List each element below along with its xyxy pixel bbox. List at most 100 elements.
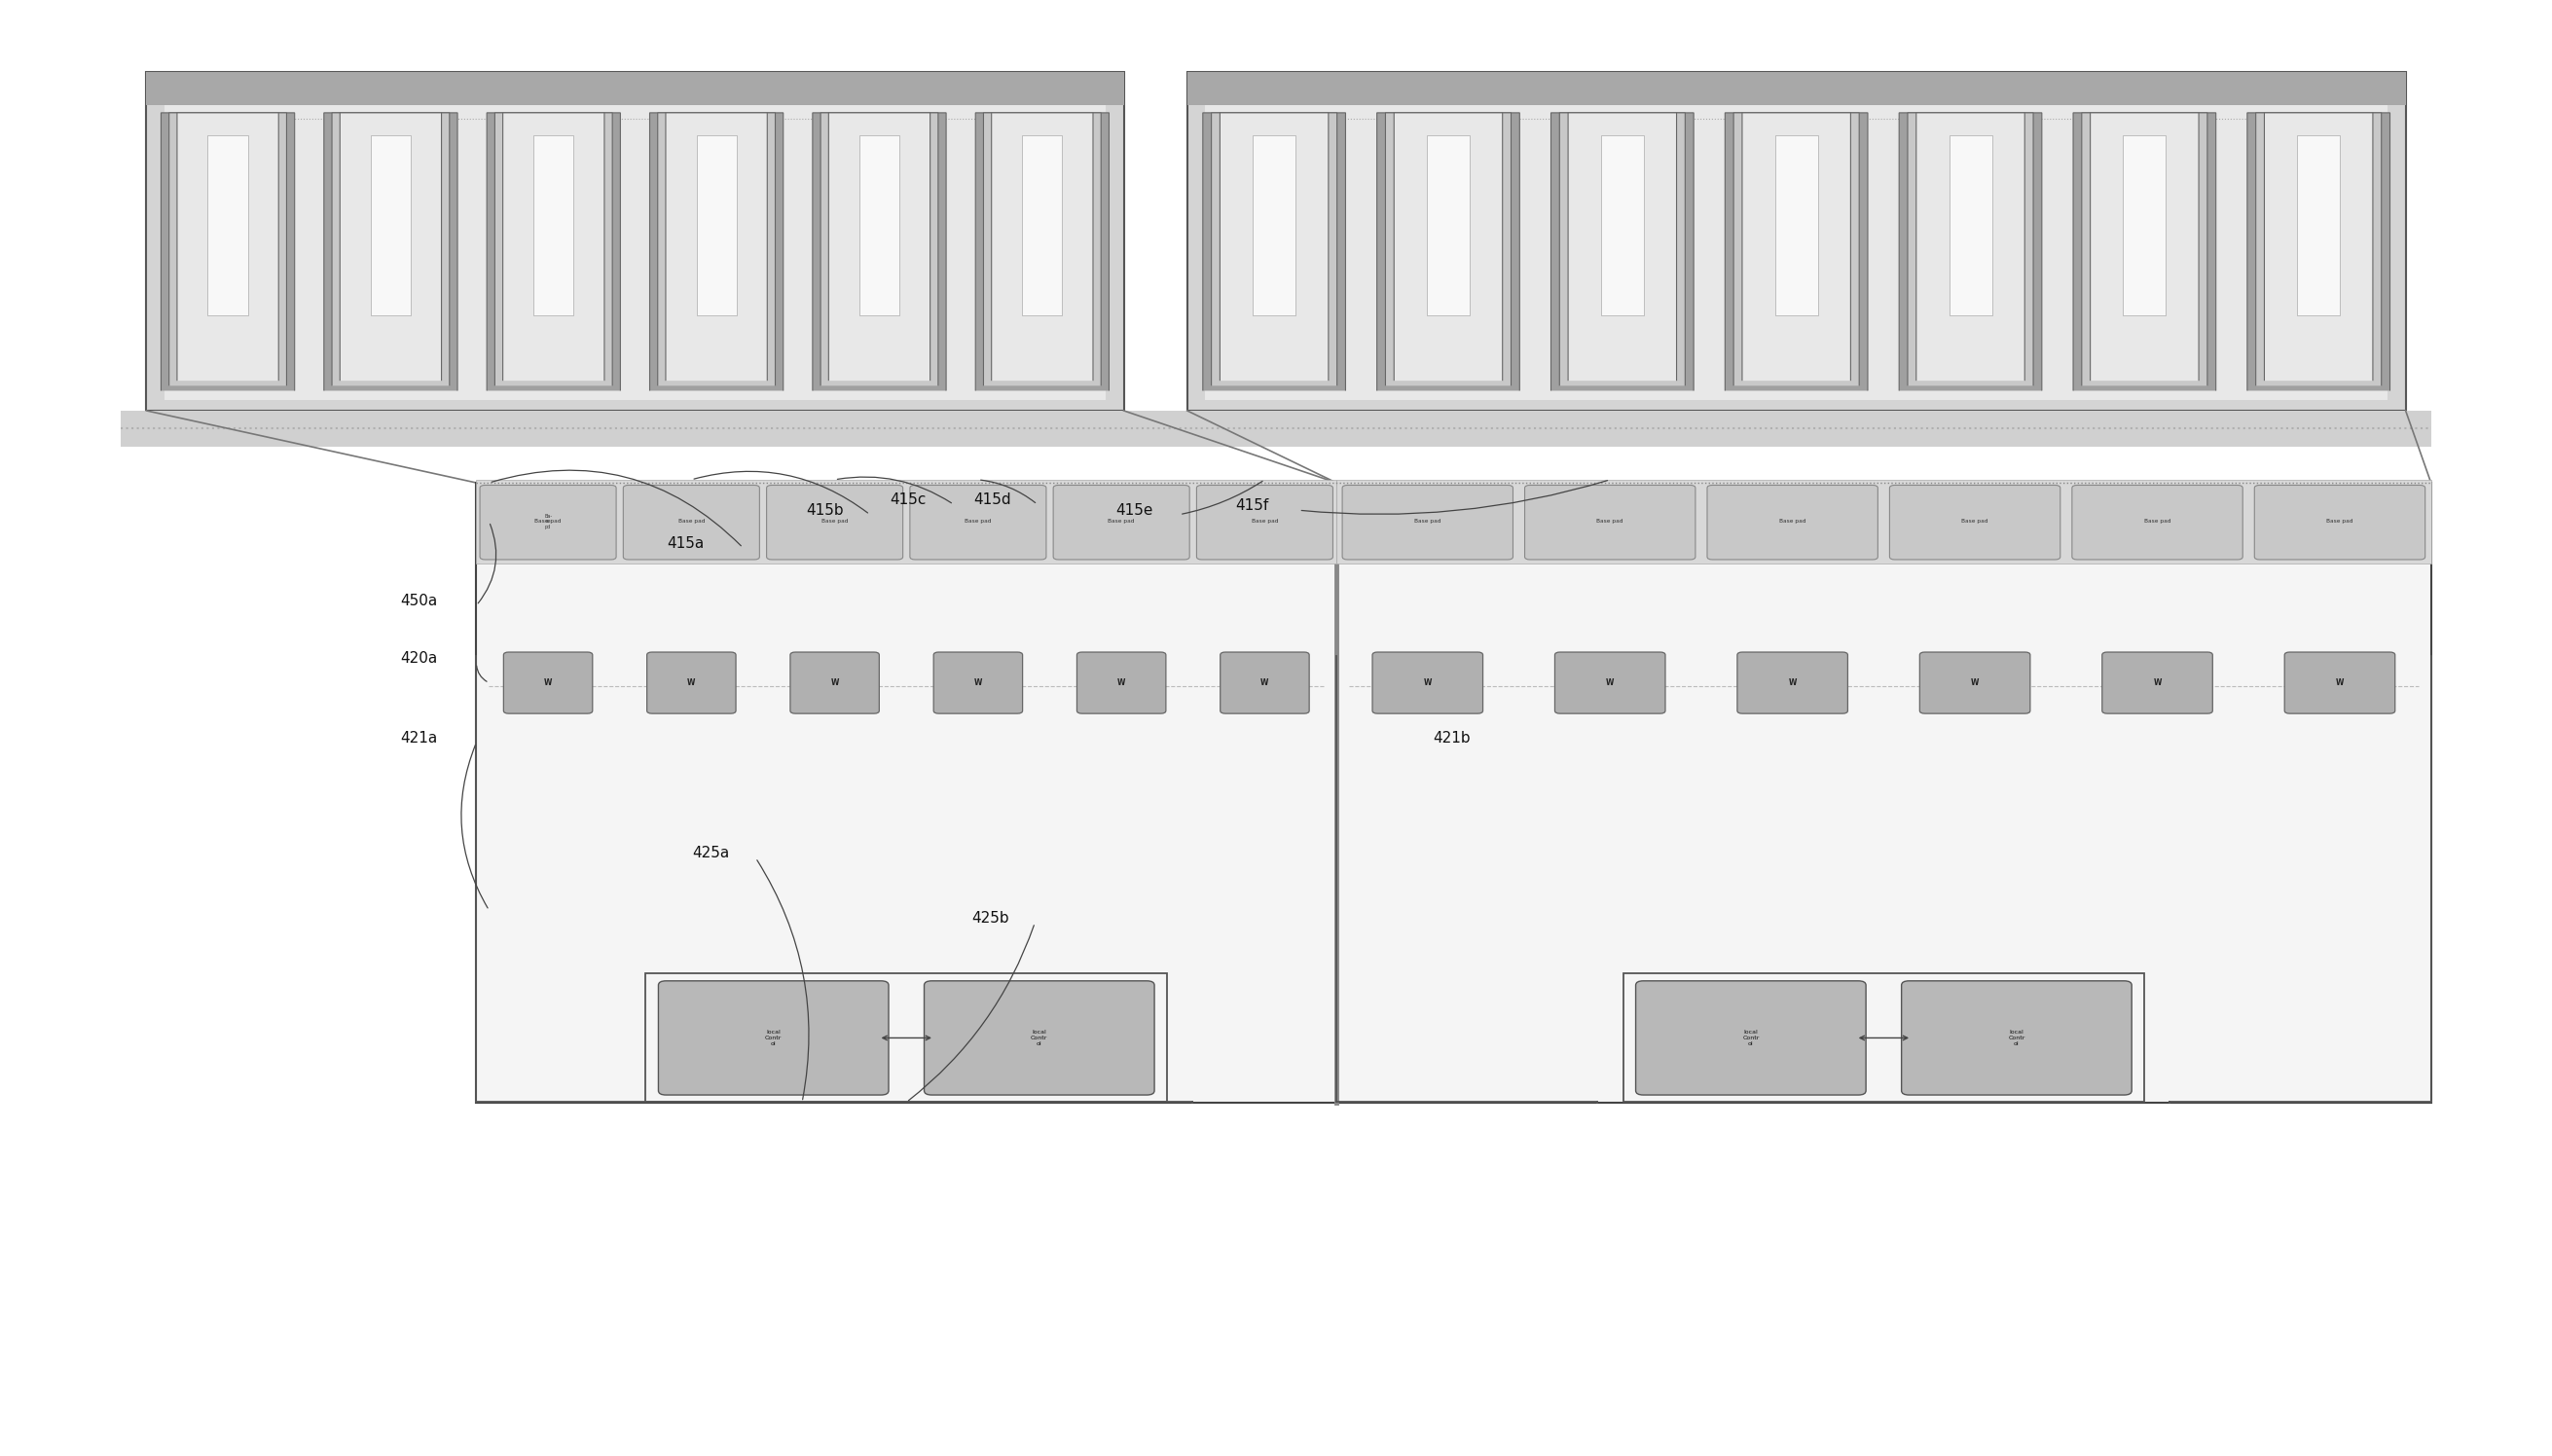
FancyBboxPatch shape [503, 652, 592, 713]
PathPatch shape [1917, 112, 2024, 380]
Bar [370, 135, 411, 316]
PathPatch shape [1552, 112, 1695, 390]
Text: W: W [829, 678, 840, 687]
Text: W: W [1970, 678, 1978, 687]
Text: Base pad: Base pad [1598, 520, 1623, 524]
PathPatch shape [2082, 112, 2207, 386]
PathPatch shape [2256, 112, 2381, 386]
PathPatch shape [176, 112, 278, 380]
PathPatch shape [1378, 112, 1518, 390]
PathPatch shape [1559, 112, 1684, 386]
FancyBboxPatch shape [480, 485, 615, 559]
PathPatch shape [2090, 112, 2200, 380]
Bar [1253, 135, 1296, 316]
FancyBboxPatch shape [2072, 485, 2243, 559]
FancyBboxPatch shape [1738, 652, 1848, 713]
Bar [207, 135, 248, 316]
Text: Base pad: Base pad [1250, 520, 1279, 524]
FancyBboxPatch shape [1077, 652, 1166, 713]
PathPatch shape [666, 112, 768, 380]
FancyBboxPatch shape [1914, 987, 2118, 1088]
Bar [1023, 135, 1062, 316]
Text: Base pad: Base pad [965, 520, 990, 524]
PathPatch shape [1899, 112, 2042, 390]
Text: W: W [975, 678, 983, 687]
FancyBboxPatch shape [2103, 652, 2213, 713]
Text: Base pad: Base pad [1962, 520, 1988, 524]
Text: Base pad: Base pad [1779, 520, 1807, 524]
Text: 415a: 415a [666, 536, 704, 550]
FancyBboxPatch shape [646, 652, 735, 713]
Text: 415e: 415e [1115, 502, 1154, 517]
PathPatch shape [168, 112, 286, 386]
PathPatch shape [503, 112, 605, 380]
PathPatch shape [1393, 112, 1503, 380]
PathPatch shape [822, 112, 939, 386]
Bar [1337, 479, 2432, 563]
Bar [1427, 135, 1470, 316]
FancyBboxPatch shape [934, 652, 1023, 713]
Text: W: W [1261, 678, 1268, 687]
PathPatch shape [1212, 112, 1337, 386]
PathPatch shape [658, 112, 776, 386]
Text: 425b: 425b [972, 911, 1008, 926]
PathPatch shape [651, 112, 783, 390]
PathPatch shape [495, 112, 612, 386]
Text: W: W [544, 678, 551, 687]
Text: W: W [2154, 678, 2162, 687]
FancyBboxPatch shape [924, 981, 1154, 1095]
PathPatch shape [332, 112, 449, 386]
PathPatch shape [993, 112, 1092, 380]
Text: local
Contr
ol: local Contr ol [766, 1029, 781, 1045]
FancyBboxPatch shape [1197, 485, 1332, 559]
Text: W: W [686, 678, 697, 687]
Text: 420a: 420a [401, 651, 436, 665]
PathPatch shape [829, 112, 929, 380]
Text: Base pad: Base pad [1414, 520, 1442, 524]
FancyBboxPatch shape [477, 483, 2432, 1104]
FancyBboxPatch shape [1888, 485, 2059, 559]
FancyBboxPatch shape [1220, 652, 1309, 713]
PathPatch shape [1386, 112, 1511, 386]
PathPatch shape [1202, 112, 1345, 390]
Text: Base pad: Base pad [1108, 520, 1136, 524]
FancyBboxPatch shape [145, 71, 1123, 411]
Text: Base pad: Base pad [2327, 520, 2353, 524]
Text: 421b: 421b [1434, 731, 1470, 745]
Text: 415b: 415b [806, 502, 845, 517]
Text: 450a: 450a [401, 594, 436, 609]
Text: local
Contr
ol: local Contr ol [1031, 1029, 1049, 1045]
PathPatch shape [2072, 112, 2215, 390]
FancyBboxPatch shape [1919, 652, 2031, 713]
PathPatch shape [487, 112, 620, 390]
Bar [860, 135, 898, 316]
Text: local
Contr
ol: local Contr ol [1743, 1029, 1758, 1045]
Text: 421a: 421a [401, 731, 436, 745]
FancyBboxPatch shape [1373, 652, 1483, 713]
PathPatch shape [1743, 112, 1850, 380]
PathPatch shape [2264, 112, 2373, 380]
FancyBboxPatch shape [2253, 485, 2424, 559]
Text: 425a: 425a [692, 846, 730, 860]
PathPatch shape [1220, 112, 1330, 380]
FancyBboxPatch shape [766, 485, 903, 559]
PathPatch shape [2248, 112, 2391, 390]
Text: 415d: 415d [975, 492, 1011, 507]
PathPatch shape [1733, 112, 1860, 386]
Bar [533, 135, 574, 316]
FancyBboxPatch shape [1342, 485, 1513, 559]
FancyBboxPatch shape [1054, 485, 1189, 559]
FancyBboxPatch shape [2284, 652, 2394, 713]
PathPatch shape [1909, 112, 2034, 386]
FancyBboxPatch shape [1554, 652, 1666, 713]
FancyBboxPatch shape [623, 485, 760, 559]
Text: W: W [1424, 678, 1432, 687]
Bar [145, 71, 1123, 106]
Text: W: W [2335, 678, 2343, 687]
PathPatch shape [161, 112, 293, 390]
Text: 415f: 415f [1235, 498, 1268, 513]
Bar [1776, 135, 1817, 316]
FancyBboxPatch shape [671, 987, 875, 1088]
Bar [1950, 135, 1993, 316]
PathPatch shape [324, 112, 457, 390]
